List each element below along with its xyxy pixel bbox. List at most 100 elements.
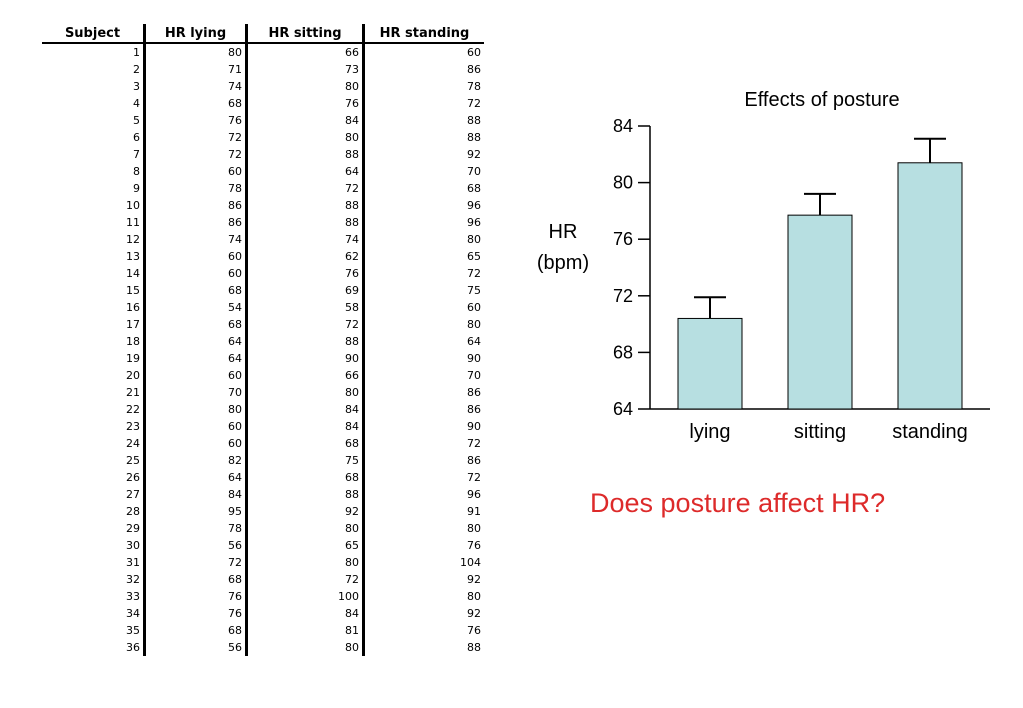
hr-lying-cell: 74 (143, 78, 245, 95)
hr-lying-cell: 60 (143, 248, 245, 265)
hr-standing-cell: 96 (362, 214, 484, 231)
hr-standing-cell: 76 (362, 622, 484, 639)
header-hr-sitting: HR sitting (245, 24, 362, 44)
header-subject: Subject (42, 24, 143, 44)
subject-cell: 6 (133, 131, 140, 144)
hr-lying-cell: 68 (143, 95, 245, 112)
hr-lying-cell: 60 (143, 265, 245, 282)
hr-sitting-cell: 80 (245, 384, 362, 401)
subject-cell: 26 (126, 471, 140, 484)
hr-standing-cell: 88 (362, 129, 484, 146)
hr-sitting-cell: 75 (245, 452, 362, 469)
hr-standing-cell: 104 (362, 554, 484, 571)
hr-sitting-cell: 80 (245, 520, 362, 537)
y-tick-label: 76 (613, 229, 633, 249)
hr-lying-cell: 64 (143, 333, 245, 350)
hr-sitting-cell: 76 (245, 95, 362, 112)
hr-standing-cell: 78 (362, 78, 484, 95)
hr-sitting-cell: 74 (245, 231, 362, 248)
header-hr-standing: HR standing (362, 24, 484, 44)
subject-cell: 21 (126, 386, 140, 399)
hr-sitting-cell: 68 (245, 469, 362, 486)
hr-lying-cell: 76 (143, 588, 245, 605)
table-row: 9 78 72 68 (42, 180, 484, 197)
header-hr-lying: HR lying (143, 24, 245, 44)
table-row: 3 74 80 78 (42, 78, 484, 95)
table-row: 26 64 68 72 (42, 469, 484, 486)
hr-sitting-cell: 84 (245, 605, 362, 622)
hr-lying-cell: 72 (143, 554, 245, 571)
bar-sitting (787, 214, 853, 410)
hr-standing-cell: 86 (362, 384, 484, 401)
subject-cell: 11 (126, 216, 140, 229)
hr-standing-cell: 92 (362, 605, 484, 622)
hr-lying-cell: 95 (143, 503, 245, 520)
hr-standing-cell: 90 (362, 350, 484, 367)
table-row: 22 80 84 86 (42, 401, 484, 418)
table-row: 20 60 66 70 (42, 367, 484, 384)
table-row: 36 56 80 88 (42, 639, 484, 656)
hr-lying-cell: 82 (143, 452, 245, 469)
subject-cell: 16 (126, 301, 140, 314)
hr-sitting-cell: 81 (245, 622, 362, 639)
table-row: 18 64 88 64 (42, 333, 484, 350)
subject-cell: 30 (126, 539, 140, 552)
subject-cell: 8 (133, 165, 140, 178)
hr-standing-cell: 80 (362, 520, 484, 537)
hr-standing-cell: 80 (362, 588, 484, 605)
hr-standing-cell: 91 (362, 503, 484, 520)
hr-standing-cell: 76 (362, 537, 484, 554)
hr-standing-cell: 72 (362, 469, 484, 486)
y-tick-label: 64 (613, 399, 633, 419)
hr-sitting-cell: 66 (245, 44, 362, 61)
subject-cell: 22 (126, 403, 140, 416)
hr-standing-cell: 68 (362, 180, 484, 197)
hr-sitting-cell: 80 (245, 129, 362, 146)
hr-sitting-cell: 88 (245, 486, 362, 503)
subject-cell: 27 (126, 488, 140, 501)
y-axis-label-line1: HR (549, 221, 578, 243)
subject-cell: 34 (126, 607, 140, 620)
hr-sitting-cell: 88 (245, 146, 362, 163)
hr-lying-cell: 71 (143, 61, 245, 78)
subject-cell: 3 (133, 80, 140, 93)
subject-cell: 5 (133, 114, 140, 127)
hr-sitting-cell: 65 (245, 537, 362, 554)
y-ticks: 64 68 72 76 80 84 (613, 116, 650, 419)
hr-lying-cell: 60 (143, 163, 245, 180)
hr-sitting-cell: 72 (245, 571, 362, 588)
subject-cell: 13 (126, 250, 140, 263)
hr-sitting-cell: 80 (245, 78, 362, 95)
y-tick-label: 84 (613, 116, 633, 136)
subject-cell: 29 (126, 522, 140, 535)
table-row: 27 84 88 96 (42, 486, 484, 503)
x-tick-label-lying: lying (689, 421, 730, 443)
table-row: 6 72 80 88 (42, 129, 484, 146)
hr-lying-cell: 70 (143, 384, 245, 401)
hr-lying-cell: 84 (143, 486, 245, 503)
hr-lying-cell: 60 (143, 367, 245, 384)
table-row: 1 80 66 60 (42, 44, 484, 61)
hr-lying-cell: 60 (143, 418, 245, 435)
subject-cell: 28 (126, 505, 140, 518)
subject-cell: 31 (126, 556, 140, 569)
hr-sitting-cell: 80 (245, 639, 362, 656)
subject-cell: 14 (126, 267, 140, 280)
hr-sitting-cell: 88 (245, 197, 362, 214)
hr-lying-cell: 72 (143, 129, 245, 146)
hr-sitting-cell: 84 (245, 112, 362, 129)
subject-cell: 24 (126, 437, 140, 450)
posture-bar-chart: Effects of posture HR (bpm) 64 68 72 76 80 84… (537, 89, 990, 443)
table-row: 17 68 72 80 (42, 316, 484, 333)
hr-sitting-cell: 69 (245, 282, 362, 299)
table-row: 29 78 80 80 (42, 520, 484, 537)
hr-sitting-cell: 72 (245, 180, 362, 197)
hr-standing-cell: 65 (362, 248, 484, 265)
hr-sitting-cell: 66 (245, 367, 362, 384)
hr-lying-cell: 64 (143, 469, 245, 486)
x-tick-label-standing: standing (892, 421, 968, 443)
hr-standing-cell: 72 (362, 435, 484, 452)
hr-standing-cell: 86 (362, 401, 484, 418)
hr-sitting-cell: 73 (245, 61, 362, 78)
table-row: 7 72 88 92 (42, 146, 484, 163)
